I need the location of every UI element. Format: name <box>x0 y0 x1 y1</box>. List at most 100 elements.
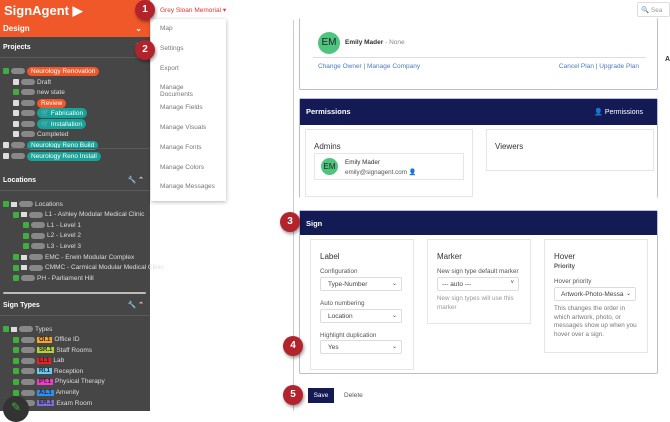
toggle[interactable] <box>11 142 25 148</box>
toggle[interactable] <box>21 89 35 95</box>
edit-fab-button[interactable]: ✎ <box>3 396 29 422</box>
toggle[interactable] <box>21 131 35 137</box>
sidebar-scrollbar[interactable] <box>3 292 146 294</box>
checkbox[interactable] <box>13 264 19 271</box>
org-selector[interactable]: Grey Sloan Memorial ▾ <box>160 7 227 14</box>
delete-button[interactable]: Delete <box>344 392 363 399</box>
toggle[interactable] <box>21 100 35 106</box>
sign-type-label[interactable]: Amenity <box>55 389 80 396</box>
toggle[interactable] <box>29 211 43 218</box>
checkbox[interactable] <box>23 222 29 229</box>
menu-item[interactable]: Manage Visuals <box>160 123 207 131</box>
checkbox[interactable] <box>3 153 9 159</box>
menu-item[interactable]: Manage Documents <box>160 84 193 99</box>
checkbox[interactable] <box>13 110 19 116</box>
wrench-collapse-icon[interactable]: 🔧 ⌃ <box>127 302 144 309</box>
project-tag[interactable]: Neurology Reno Build <box>27 140 99 150</box>
checkbox[interactable] <box>13 89 19 95</box>
menu-item[interactable]: Manage Fields <box>160 104 203 112</box>
checkbox[interactable] <box>23 243 29 250</box>
toggle[interactable] <box>31 243 45 250</box>
checkbox[interactable] <box>13 100 19 106</box>
project-tag[interactable]: Neurology Reno Install <box>27 151 101 161</box>
sign-type-label[interactable]: Exam Room <box>56 399 93 407</box>
location-label[interactable]: Locations <box>35 200 63 208</box>
location-label[interactable]: L3 - Level 3 <box>47 242 81 250</box>
toggle[interactable] <box>21 378 35 385</box>
menu-item[interactable]: Manage Messages <box>160 183 215 191</box>
checkbox[interactable] <box>13 347 19 354</box>
sign-type-label[interactable]: Lab <box>53 357 65 365</box>
checkbox[interactable] <box>13 357 19 364</box>
project-tag[interactable]: Neurology Renovation <box>27 66 100 76</box>
save-button[interactable]: Save <box>308 388 334 403</box>
toggle[interactable] <box>21 275 35 282</box>
toggle[interactable] <box>21 336 35 343</box>
checkbox[interactable] <box>23 232 29 239</box>
checkbox[interactable] <box>13 121 19 127</box>
menu-item[interactable]: Settings <box>160 44 184 52</box>
project-tag[interactable]: 🛒 Installation <box>37 119 86 129</box>
hover-priority-select[interactable]: Artwork-Photo-Messa ⌄ <box>554 287 636 301</box>
location-label[interactable]: PH - Parliament Hill <box>37 274 94 282</box>
menu-item[interactable]: Map <box>160 25 173 32</box>
configuration-select[interactable]: Type-Number ⌄ <box>320 277 402 291</box>
checkbox[interactable] <box>13 254 19 260</box>
sign-type-label[interactable]: Reception <box>54 367 84 375</box>
toggle[interactable] <box>29 264 43 271</box>
toggle[interactable] <box>31 232 45 239</box>
toggle[interactable] <box>11 68 25 74</box>
location-label[interactable]: EMC - Erwin Modular Complex <box>45 253 135 261</box>
toggle[interactable] <box>21 368 35 375</box>
checkbox[interactable] <box>13 131 19 137</box>
default-marker-select[interactable]: --- auto --- ˅ <box>437 277 519 291</box>
checkbox[interactable] <box>3 142 9 148</box>
sign-type-label[interactable]: Staff Rooms <box>56 346 92 354</box>
project-label[interactable]: Draft <box>37 78 52 86</box>
location-label[interactable]: L1 - Level 1 <box>47 221 81 229</box>
toggle[interactable] <box>21 347 35 354</box>
project-tag[interactable]: Review <box>37 98 67 108</box>
permissions-button[interactable]: 👤 Permissions <box>594 108 643 116</box>
design-mode-select[interactable]: Design ⌄ <box>0 20 150 37</box>
project-label[interactable]: Completed <box>37 130 69 138</box>
toggle[interactable] <box>21 357 35 364</box>
toggle[interactable] <box>31 222 45 229</box>
wrench-collapse-icon[interactable]: 🔧 ⌃ <box>127 177 144 184</box>
menu-item[interactable]: Manage Colors <box>160 163 205 171</box>
plan-links[interactable]: Cancel Plan | Upgrade Plan <box>558 63 639 70</box>
toggle[interactable] <box>21 110 35 116</box>
checkbox[interactable] <box>3 326 9 332</box>
toggle[interactable] <box>21 389 35 396</box>
toggle[interactable] <box>11 153 25 159</box>
toggle[interactable] <box>19 201 33 207</box>
project-tag[interactable]: 🛒 Fabrication <box>37 108 88 118</box>
sign-type-label[interactable]: Office ID <box>54 336 80 343</box>
highlight-duplication-select[interactable]: Yes ⌄ <box>320 340 402 354</box>
checkbox[interactable] <box>13 79 19 85</box>
change-owner-link[interactable]: Change Owner | Manage Company <box>318 63 421 70</box>
checkbox[interactable] <box>13 368 19 375</box>
checkbox[interactable] <box>13 336 19 343</box>
search-input[interactable]: 🔍 Sea <box>637 2 670 17</box>
toggle[interactable] <box>29 254 43 260</box>
checkbox[interactable] <box>3 201 9 207</box>
location-label[interactable]: L2 - Level 2 <box>47 232 81 240</box>
location-label[interactable]: CMMC - Carmical Modular Medical Clinic <box>45 264 164 272</box>
sign-type-label[interactable]: Physical Therapy <box>55 378 105 386</box>
checkbox[interactable] <box>3 68 9 74</box>
menu-item[interactable]: Export <box>160 64 179 72</box>
sign-type-label[interactable]: Types <box>35 325 53 333</box>
toggle[interactable] <box>21 79 35 85</box>
checkbox[interactable] <box>13 211 19 218</box>
checkbox[interactable] <box>13 378 19 385</box>
menu-item[interactable]: Manage Fonts <box>160 143 202 151</box>
project-label[interactable]: new state <box>37 88 65 96</box>
toggle[interactable] <box>21 121 35 127</box>
toggle[interactable] <box>19 326 33 332</box>
checkbox[interactable] <box>13 389 19 396</box>
checkbox[interactable] <box>13 275 19 282</box>
brand-logo[interactable]: SignAgent ▶ <box>0 0 150 20</box>
location-label[interactable]: L1 - Ashley Modular Medical Clinic <box>45 211 145 219</box>
auto-numbering-select[interactable]: Location ⌄ <box>320 309 402 323</box>
